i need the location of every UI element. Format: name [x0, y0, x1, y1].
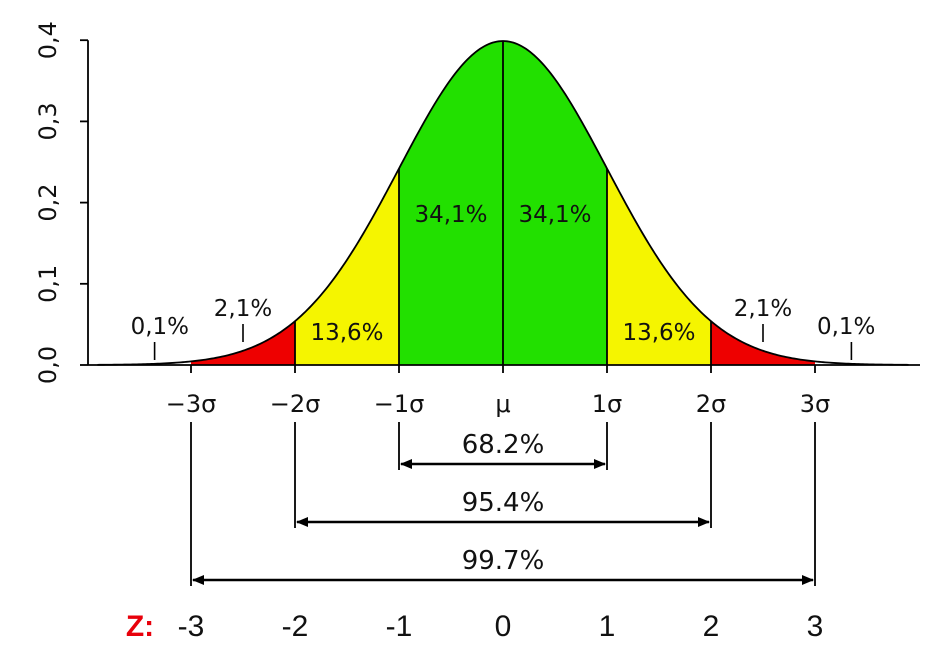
z-value: -1 [386, 610, 413, 643]
percent-label: 0,1% [131, 314, 189, 340]
x-tick-label: μ [495, 390, 510, 418]
curve-layer [97, 40, 909, 366]
y-tick-label: 0,4 [34, 21, 62, 59]
range-label: 68.2% [462, 430, 545, 460]
z-value: 2 [703, 610, 720, 643]
x-tick-label: 3σ [800, 390, 830, 418]
y-tick-label: 0,0 [34, 346, 62, 384]
range-brackets: 68.2% 95.4% 99.7% [190, 422, 816, 586]
percent-label: 13,6% [622, 320, 695, 346]
z-score-row: Z: -3 -2 -1 0 1 2 3 [126, 610, 824, 643]
z-title: Z: [126, 610, 154, 643]
percent-label: 34,1% [414, 202, 487, 228]
z-value: 0 [495, 610, 512, 643]
percent-label: 2,1% [214, 296, 272, 322]
axes: 0,0 0,1 0,2 0,3 0,4 −3σ −2σ −1σ μ 1σ 2σ 3σ [34, 21, 920, 418]
region-4 [711, 321, 815, 365]
range-label: 99.7% [462, 546, 545, 576]
x-tick-label: 2σ [696, 390, 726, 418]
z-value: 3 [807, 610, 824, 643]
y-tick-label: 0,3 [34, 102, 62, 140]
z-value: -3 [178, 610, 205, 643]
z-value: -2 [282, 610, 309, 643]
range-label: 95.4% [462, 488, 545, 518]
percent-label: 13,6% [310, 320, 383, 346]
x-tick-label: −3σ [166, 390, 217, 418]
y-tick-label: 0,2 [34, 184, 62, 222]
y-tick-label: 0,1 [34, 265, 62, 303]
percent-label: 2,1% [734, 296, 792, 322]
z-value: 1 [599, 610, 616, 643]
percent-labels: 0,1% 2,1% 13,6% 34,1% 34,1% 13,6% 2,1% 0,1% [131, 202, 875, 360]
percent-label: 0,1% [817, 314, 875, 340]
x-tick-label: 1σ [592, 390, 622, 418]
region-0 [191, 321, 295, 365]
x-tick-label: −1σ [374, 390, 425, 418]
percent-label: 34,1% [518, 202, 591, 228]
x-tick-label: −2σ [270, 390, 321, 418]
